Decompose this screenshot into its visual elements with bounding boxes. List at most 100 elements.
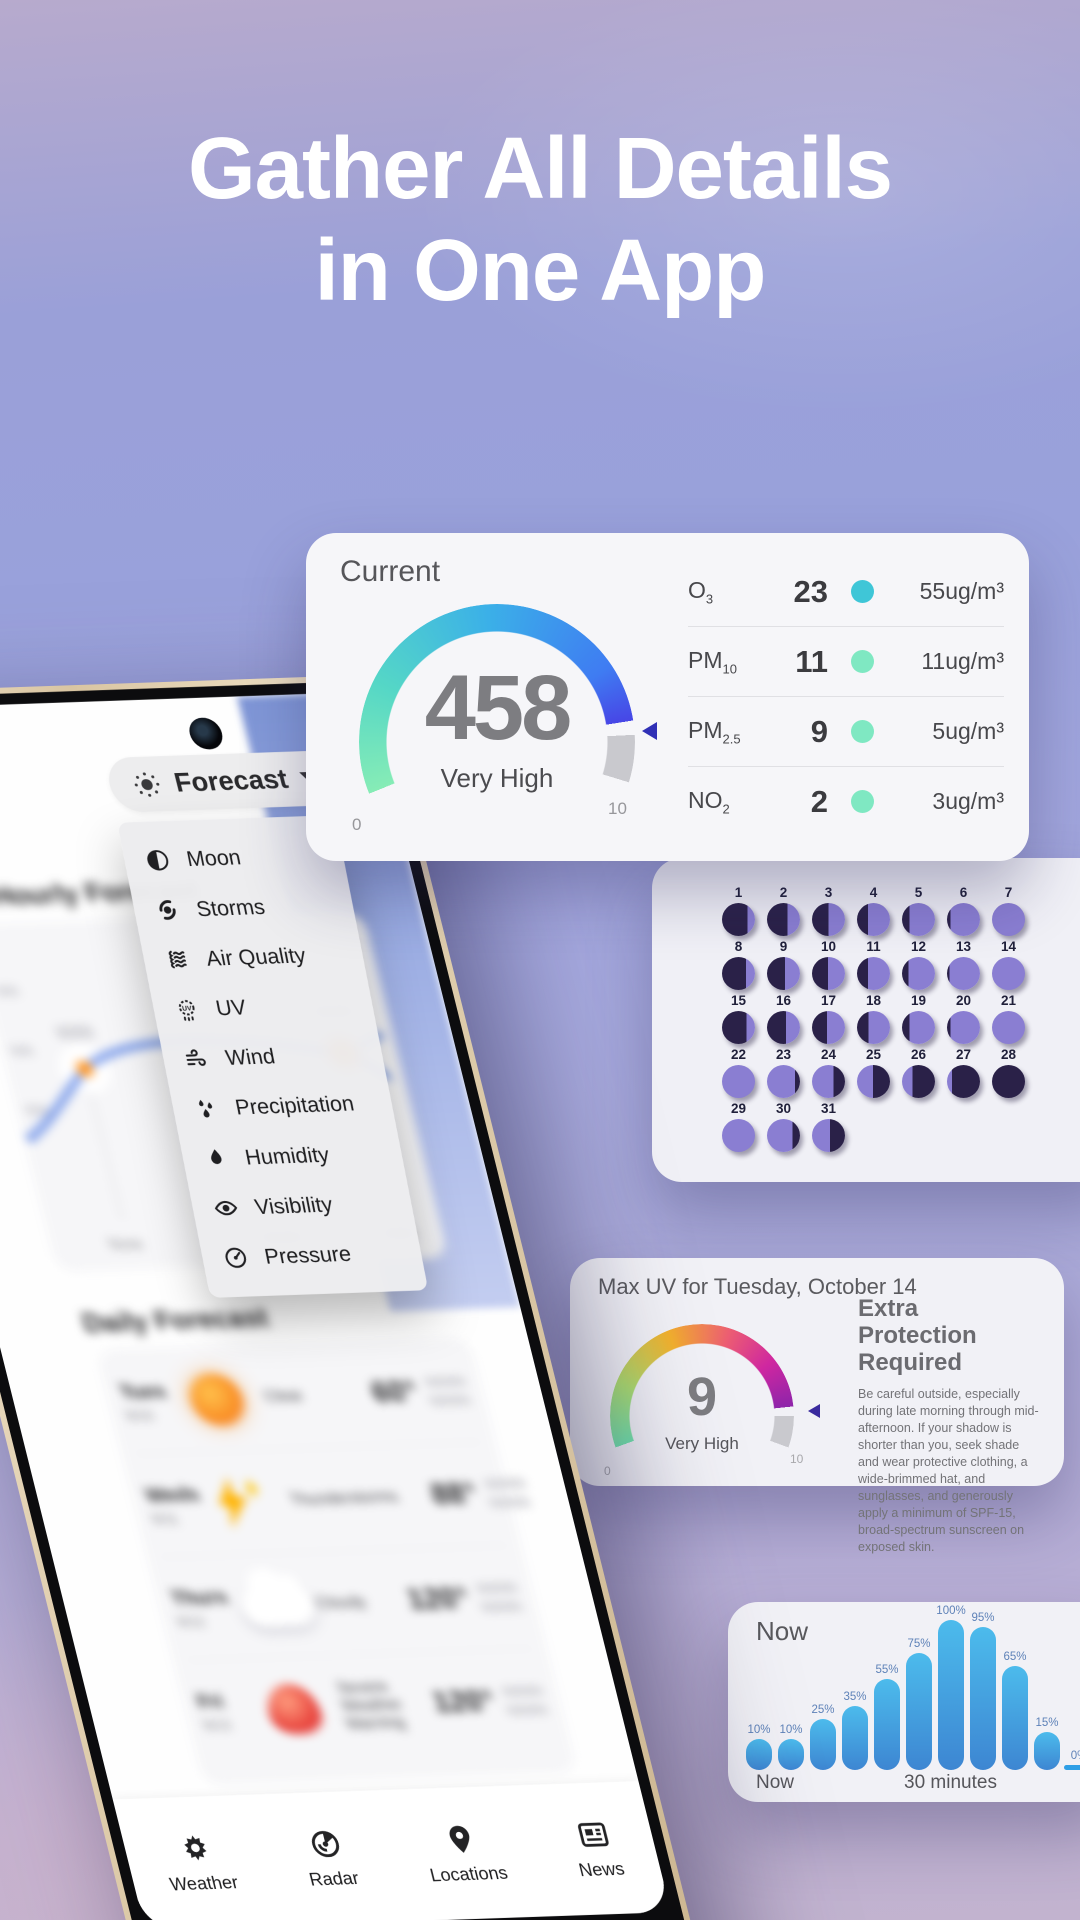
precip-bar-1: 10%: [778, 1724, 804, 1770]
front-camera: [185, 717, 226, 750]
menu-item-wind[interactable]: Wind: [159, 1028, 387, 1085]
max-uv-card: Max UV for Tuesday, October 14 9 Very Hi…: [570, 1258, 1064, 1554]
moon-phase-icon: [902, 903, 935, 936]
moon-phase-icon: [947, 1011, 980, 1044]
menu-item-humidity[interactable]: Humidity: [178, 1127, 406, 1184]
uv-advice-body: Be careful outside, especially during la…: [858, 1386, 1039, 1554]
pressure-icon: [220, 1244, 251, 1271]
moon-day-number: 6: [959, 885, 968, 900]
page-title-line1: Gather All Details: [188, 120, 893, 217]
moon-day-11: 11: [857, 938, 890, 990]
precip-bar-9: 15%: [1034, 1717, 1060, 1770]
aqi-gauge-max: 10: [608, 799, 627, 818]
nav-item-radar[interactable]: Radar: [297, 1826, 362, 1890]
menu-item-moon[interactable]: Moon: [120, 829, 348, 886]
pollutant-name: NO2: [688, 786, 730, 817]
precip-bar-shape: [810, 1719, 836, 1770]
daily-temp: 120°: [429, 1685, 498, 1720]
moon-phase-icon: [767, 903, 800, 936]
moon-day-number: 23: [775, 1047, 792, 1062]
moon-phase-icon: [812, 1119, 845, 1152]
moon-day-number: 26: [910, 1047, 927, 1062]
daily-temp: 88°: [427, 1477, 480, 1512]
daily-condition: Thunderstorms: [288, 1487, 400, 1509]
moon-day-22: 22: [722, 1046, 755, 1098]
moon-phase-icon: [992, 957, 1025, 990]
menu-item-label: Precipitation: [233, 1091, 357, 1120]
moon-day-number: 24: [820, 1047, 837, 1062]
pollutant-row-pm10: PM10 11 11ug/m³: [688, 627, 1004, 697]
menu-item-air-quality[interactable]: Air Quality: [139, 928, 367, 985]
forecast-dropdown-button[interactable]: Forecast: [103, 750, 350, 813]
pollutant-status-dot: [850, 580, 874, 603]
precip-bar-shape: [746, 1739, 772, 1770]
moon-phase-icon: [812, 957, 845, 990]
precip-bar-8: 65%: [1002, 1651, 1028, 1770]
menu-item-label: Storms: [194, 894, 267, 921]
moon-phase-icon: [722, 903, 755, 936]
daily-forecast-card: Tues 9/10 Clear 60° Weds 9/11 Thunderstorm…: [95, 1336, 579, 1787]
moon-day-number: 14: [1000, 939, 1017, 954]
moon-phase-icon: [902, 957, 935, 990]
moon-phase-icon: [857, 903, 890, 936]
uv-advice-heading: Extra Protection Required: [858, 1295, 977, 1376]
precip-bar-shape: [970, 1627, 996, 1770]
menu-item-uv[interactable]: UV UV: [149, 978, 377, 1035]
precip-bar-label: 55%: [875, 1664, 899, 1676]
nav-item-label: Radar: [306, 1867, 361, 1890]
moon-phase-icon: [767, 957, 800, 990]
pollutant-row-o3: O3 23 55ug/m³: [688, 557, 1004, 627]
moon-day-5: 5: [902, 884, 935, 936]
precip-bar-shape: [938, 1620, 964, 1770]
moon-day-3: 3: [812, 884, 845, 936]
current-air-quality-card: Current 458 Very High 0 10 O3 23 55ug/m³…: [306, 533, 1029, 861]
nav-item-locations[interactable]: Locations: [417, 1821, 510, 1886]
moon-phase-icon: [947, 957, 980, 990]
aqi-gauge-arc: [359, 604, 635, 861]
daily-row-thurs[interactable]: Thurs 9/12 Cloudy 120°: [161, 1545, 533, 1661]
moon-phase-icon: [722, 1011, 755, 1044]
nav-item-weather[interactable]: Weather: [157, 1830, 240, 1895]
moon-day-20: 20: [947, 992, 980, 1044]
moon-phase-icon: [992, 1011, 1025, 1044]
menu-item-visibility[interactable]: Visibility: [188, 1177, 416, 1234]
moon-day-23: 23: [767, 1046, 800, 1098]
menu-item-pressure[interactable]: Pressure: [198, 1227, 426, 1284]
radar-icon: [304, 1826, 346, 1861]
daily-row-weds[interactable]: Weds 9/11 Thunderstorms 88°: [135, 1442, 532, 1558]
forecast-button-label: Forecast: [171, 763, 291, 798]
siren-weather-icon: [261, 1682, 326, 1735]
moon-day-number: 30: [775, 1101, 792, 1116]
moon-day-15: 15: [722, 992, 755, 1044]
precip-bar-label: 100%: [936, 1605, 966, 1617]
menu-item-label: Visibility: [252, 1192, 335, 1219]
pollutant-status-dot: [850, 720, 874, 743]
moon-day-number: 8: [734, 939, 743, 954]
aqi-gauge-marker: [642, 722, 657, 740]
storm-icon: [152, 897, 183, 924]
daily-high-low-placeholder: [494, 1685, 550, 1716]
moon-phase-icon: [947, 1065, 980, 1098]
nav-item-news[interactable]: News: [566, 1817, 627, 1881]
nav-item-label: Weather: [167, 1871, 241, 1894]
aqi-gauge-min: 0: [352, 815, 362, 834]
precip-bar-shape: [1002, 1666, 1028, 1770]
moon-day-19: 19: [902, 992, 935, 1044]
daily-day: Weds 9/11: [143, 1482, 217, 1527]
daily-row-fri[interactable]: Fri 9/13 Severe Weather Warning 120°: [187, 1649, 558, 1763]
daily-date: 9/10: [123, 1406, 156, 1424]
precip-bar-shape: [778, 1739, 804, 1770]
pollutant-value: 11: [795, 643, 828, 679]
page-title: Gather All Details in One App: [0, 118, 1080, 322]
pollutant-status-dot: [850, 790, 874, 813]
pollutant-name: PM2.5: [688, 716, 741, 747]
humidity-icon: [201, 1145, 232, 1172]
menu-item-precipitation[interactable]: Precipitation: [169, 1077, 397, 1134]
moon-day-number: 4: [869, 885, 878, 900]
moon-day-number: 22: [730, 1047, 747, 1062]
daily-condition: Severe Weather Warning: [335, 1678, 408, 1733]
daily-row-tues[interactable]: Tues 9/10 Clear 60°: [109, 1339, 482, 1455]
menu-item-storms[interactable]: Storms: [130, 879, 358, 936]
uv-icon: UV: [172, 996, 203, 1023]
chart-title: Now: [756, 1616, 809, 1646]
